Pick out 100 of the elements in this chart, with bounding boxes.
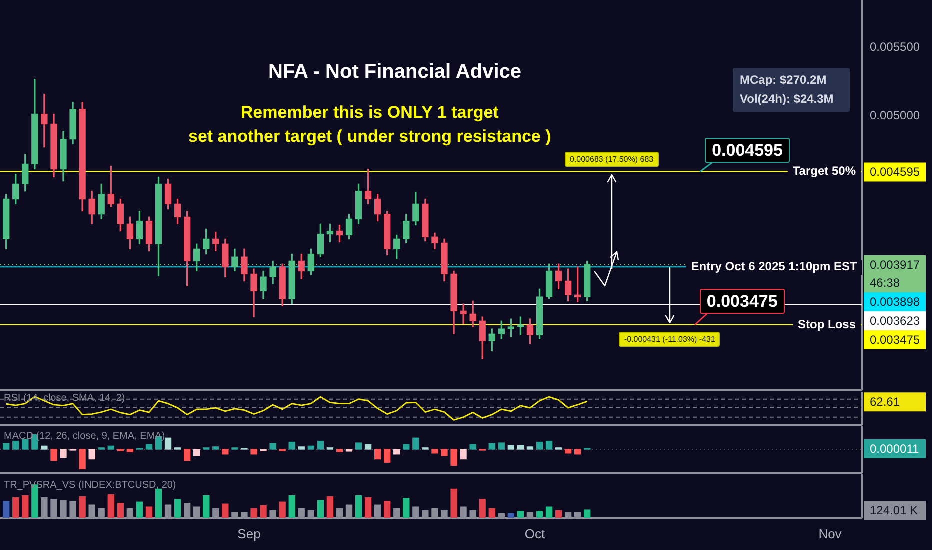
- bar: [536, 511, 544, 518]
- bar: [317, 440, 324, 450]
- bar: [460, 449, 467, 460]
- bar: [536, 442, 544, 450]
- text: 0.003475: [870, 332, 920, 347]
- ref-line-label: Stop Loss: [798, 317, 856, 332]
- bar: [222, 504, 229, 518]
- annotation: 0.003475: [700, 289, 785, 314]
- bar: [384, 449, 391, 463]
- bar: [488, 443, 496, 450]
- info-card: MCap: $270.2M Vol(24h): $24.3M: [733, 68, 850, 112]
- x-tick-label: Oct: [524, 526, 546, 542]
- annotation: 0.004595: [705, 138, 790, 163]
- bar: [184, 449, 191, 462]
- bar: [441, 449, 448, 456]
- bar: [394, 449, 400, 455]
- bar: [450, 449, 458, 466]
- x-tick-label: Nov: [818, 526, 842, 542]
- bar: [117, 503, 124, 518]
- bar: [12, 440, 20, 450]
- bar: [108, 494, 114, 518]
- bar: [250, 508, 258, 518]
- bar: [517, 445, 524, 450]
- bar: [412, 438, 420, 450]
- bar: [146, 444, 153, 450]
- bar: [126, 449, 134, 452]
- bar: [3, 443, 10, 450]
- bar: [146, 506, 153, 518]
- bar: [308, 446, 314, 450]
- bar: [79, 449, 86, 470]
- bar: [355, 496, 362, 518]
- bar: [326, 496, 334, 518]
- bar: [574, 449, 582, 455]
- annotation: MCap: $270.2M: [740, 73, 827, 87]
- bar: [403, 444, 410, 450]
- bar: [555, 510, 562, 518]
- bar: [546, 506, 553, 518]
- bar: [50, 449, 58, 462]
- bar: [250, 449, 258, 455]
- bar: [336, 449, 344, 452]
- bar: [288, 442, 296, 450]
- x-tick-label: Sep: [238, 526, 261, 542]
- bar: [88, 449, 96, 460]
- annotation: 0.000683 (17.50%) 683: [564, 152, 659, 167]
- bar: [317, 500, 324, 518]
- bar: [174, 499, 182, 518]
- bar: [564, 449, 572, 454]
- text: 46:38: [870, 276, 900, 290]
- bar: [432, 449, 438, 454]
- bar: [41, 446, 48, 450]
- bar: [498, 442, 505, 450]
- bar: [222, 449, 229, 455]
- bar: [584, 510, 591, 518]
- bar: [526, 446, 534, 450]
- text: 0.003898: [870, 294, 920, 309]
- bar: [212, 446, 220, 450]
- bar: [488, 508, 496, 518]
- bar: [22, 439, 29, 450]
- text: NFA - Not Financial Advice: [268, 61, 522, 84]
- bar: [194, 449, 200, 456]
- bar: [260, 505, 267, 518]
- bar: [79, 496, 86, 518]
- text: 0.000011: [870, 442, 920, 456]
- bar: [12, 497, 20, 518]
- bar: [136, 502, 144, 518]
- bar: [508, 513, 514, 518]
- bar: [298, 446, 305, 450]
- bar: [355, 442, 362, 450]
- y-tick-label: 0.005000: [870, 108, 920, 123]
- bar: [517, 511, 524, 518]
- bar: [364, 444, 372, 450]
- bar: [403, 498, 410, 518]
- bar: [346, 449, 353, 452]
- candlestick: [460, 304, 467, 324]
- ref-line-label: Target 50%: [792, 164, 856, 178]
- annotation: Entry Oct 6 2025 1:10pm EST: [691, 259, 858, 274]
- bar: [374, 449, 382, 460]
- bar: [470, 444, 476, 450]
- text: 0.003917: [870, 258, 920, 272]
- text: 62.61: [870, 394, 900, 409]
- bar: [479, 499, 486, 518]
- bar: [60, 449, 67, 458]
- bar: [288, 496, 296, 518]
- y-tick-label: 0.005500: [870, 40, 920, 54]
- bar: [3, 501, 10, 518]
- candlestick: [41, 94, 48, 148]
- annotation: Vol(24h): $24.3M: [740, 92, 834, 106]
- chart-title: TR_PVSRA_VS (INDEX:BTCUSD, 20): [4, 480, 176, 491]
- text: 0.003623: [870, 314, 920, 328]
- annotation: -0.000431 (-11.03%) -431: [619, 332, 720, 347]
- text: 124.01 K: [870, 503, 918, 518]
- bar: [108, 446, 114, 450]
- bar: [508, 445, 514, 450]
- bar: [450, 488, 458, 518]
- text: 0.004595: [870, 165, 920, 180]
- text: Remember this is ONLY 1 target set another target ( under strong resistance ): [188, 102, 552, 148]
- bar: [279, 502, 286, 518]
- bar: [270, 443, 276, 450]
- bar: [22, 496, 29, 518]
- bar: [546, 440, 553, 450]
